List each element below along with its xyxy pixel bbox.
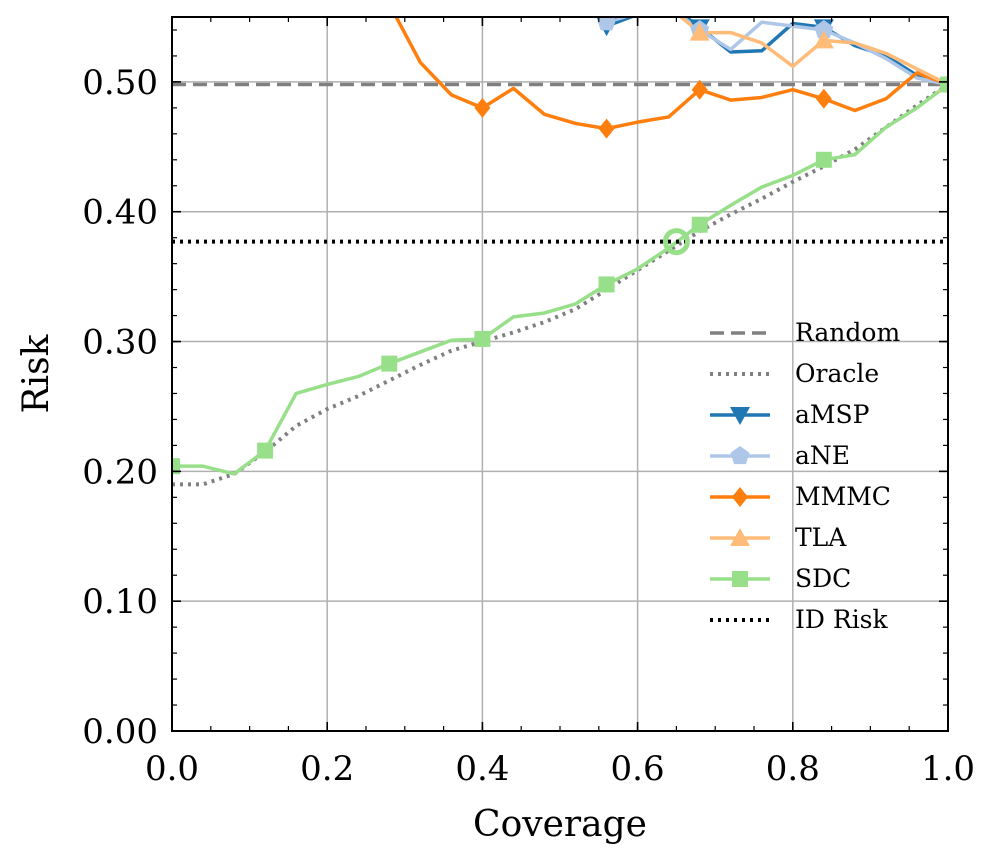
y-tick-label: 0.20 — [82, 452, 158, 492]
axis-ticks — [171, 17, 949, 732]
data-point-sdc — [815, 151, 832, 168]
x-tick-label: 0.2 — [300, 749, 354, 789]
x-tick-label: 1.0 — [921, 749, 975, 789]
data-point-mmmc — [598, 118, 615, 139]
data-point-sdc — [940, 76, 948, 93]
x-tick-label: 0.4 — [455, 749, 509, 789]
data-point-tla — [813, 30, 834, 49]
y-tick-label: 0.00 — [82, 712, 158, 752]
data-point-ane — [597, 17, 617, 31]
data-point-mmmc — [691, 79, 708, 100]
legend-label-tla: TLA — [795, 523, 847, 552]
legend-marker-tla — [730, 528, 750, 546]
legend: Random Oracle aMSP aNE MMMC TLA SDC ID Risk — [710, 318, 900, 634]
x-tick-label: 0.0 — [145, 749, 199, 789]
legend-label-id-risk: ID Risk — [795, 605, 889, 634]
y-tick-label: 0.40 — [82, 193, 158, 233]
x-axis-label: Coverage — [473, 804, 647, 845]
series-markers — [172, 17, 948, 475]
y-tick-label: 0.50 — [82, 63, 158, 103]
annotations — [662, 228, 690, 256]
series-line-ane — [606, 17, 948, 87]
legend-label-ane: aNE — [795, 441, 850, 470]
y-tick-label: 0.10 — [82, 582, 158, 622]
series-line-tla — [678, 17, 948, 87]
x-tick-label: 0.6 — [611, 749, 665, 789]
legend-label-oracle: Oracle — [795, 359, 879, 388]
tick-labels: 0.0 0.2 0.4 0.6 0.8 1.0 0.00 0.10 0.20 0.30 0.40 0.… — [82, 63, 975, 789]
legend-label-random: Random — [795, 318, 900, 347]
crossover-circle-marker — [662, 228, 690, 256]
grid-lines — [171, 17, 949, 732]
data-point-mmmc — [474, 97, 491, 118]
legend-label-mmmc: MMMC — [795, 482, 891, 511]
data-point-sdc — [172, 458, 180, 475]
data-point-ane — [814, 19, 834, 39]
y-tick-label: 0.30 — [82, 323, 158, 363]
data-point-sdc — [257, 442, 274, 459]
legend-label-amsp: aMSP — [795, 400, 869, 429]
legend-marker-sdc — [732, 571, 748, 587]
x-tick-label: 0.8 — [766, 749, 820, 789]
legend-marker-ane — [730, 446, 750, 465]
series-line-amsp — [605, 17, 948, 87]
data-point-sdc — [691, 216, 708, 233]
data-point-sdc — [598, 276, 615, 293]
legend-marker-mmmc — [732, 487, 748, 507]
data-point-mmmc — [815, 88, 832, 109]
data-point-sdc — [474, 330, 491, 347]
legend-label-sdc: SDC — [795, 564, 851, 593]
data-point-sdc — [381, 355, 398, 372]
y-axis-label: Risk — [16, 333, 57, 413]
legend-marker-amsp — [730, 407, 750, 425]
data-point-tla — [689, 22, 710, 41]
